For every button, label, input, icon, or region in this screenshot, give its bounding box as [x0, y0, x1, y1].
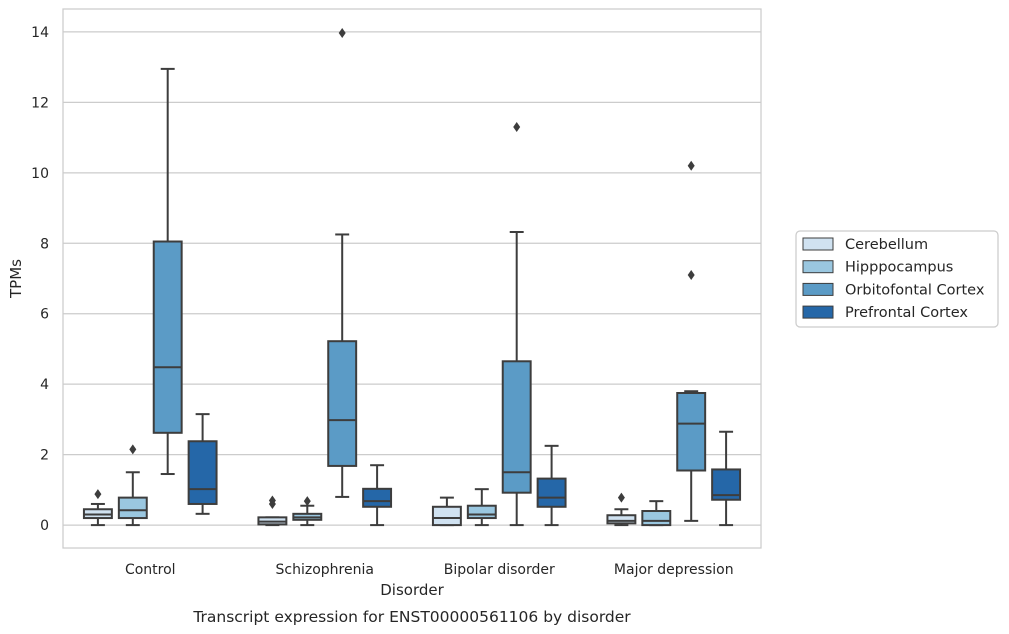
legend-swatch	[802, 237, 834, 251]
iqr-box	[431, 505, 462, 527]
box-orbitofontal-cortex	[327, 27, 358, 498]
box-hipppocampus	[466, 488, 497, 527]
y-tick-label: 4	[40, 377, 49, 393]
plot-frame	[62, 8, 762, 549]
box-orbitofontal-cortex	[152, 67, 183, 476]
x-tick-label: Major depression	[614, 562, 734, 578]
x-tick-label: Schizophrenia	[276, 562, 374, 578]
box-series	[82, 27, 742, 527]
y-tick-label: 2	[40, 448, 49, 464]
outlier-point	[513, 122, 521, 133]
iqr-box	[606, 514, 637, 525]
box-hipppocampus	[292, 496, 323, 527]
y-tick-label: 8	[40, 236, 49, 252]
box-prefrontal-cortex	[187, 413, 218, 515]
outlier-point	[687, 160, 695, 171]
legend-entry-label: Cerebellum	[845, 237, 928, 253]
iqr-box	[187, 440, 218, 505]
legend-swatch	[802, 282, 834, 296]
iqr-box	[117, 496, 148, 520]
box-cerebellum	[431, 496, 462, 527]
box-cerebellum	[257, 495, 288, 527]
box-prefrontal-cortex	[362, 464, 393, 527]
outlier-point	[129, 444, 137, 455]
box-cerebellum	[606, 492, 637, 527]
y-tick-label: 12	[31, 95, 49, 111]
iqr-box	[676, 391, 707, 472]
legend-swatch	[802, 305, 834, 319]
x-tick-labels: Control Schizophrenia Bipolar disorder Majo…	[125, 562, 734, 578]
legend: Cerebellum Hipppocampus Orbitofontal Corte…	[795, 230, 999, 328]
y-tick-label: 6	[40, 307, 49, 323]
legend-swatch	[802, 260, 834, 274]
outlier-point	[94, 489, 102, 500]
iqr-box	[152, 240, 183, 434]
legend-entry-label: Prefrontal Cortex	[845, 305, 968, 321]
iqr-box	[362, 487, 393, 508]
box-cerebellum	[82, 489, 113, 527]
outlier-point	[268, 495, 276, 506]
y-tick-label: 14	[31, 25, 49, 41]
legend-entry-label: Hipppocampus	[845, 260, 953, 276]
box-orbitofontal-cortex	[676, 160, 707, 522]
box-prefrontal-cortex	[711, 430, 742, 527]
chart-caption: Transcript expression for ENST0000056110…	[192, 608, 631, 626]
box-prefrontal-cortex	[536, 444, 567, 527]
y-axis-label: TPMs	[7, 259, 25, 299]
legend-frame	[795, 230, 999, 328]
box-orbitofontal-cortex	[501, 122, 532, 527]
iqr-box	[501, 360, 532, 494]
legend-entry-label: Orbitofontal Cortex	[845, 282, 985, 298]
iqr-box	[327, 340, 358, 467]
iqr-box	[536, 477, 567, 508]
x-tick-label: Bipolar disorder	[444, 562, 555, 578]
box-hipppocampus	[641, 500, 672, 527]
box-hipppocampus	[117, 444, 148, 527]
outlier-point	[687, 269, 695, 280]
x-axis-label: Disorder	[380, 581, 444, 599]
outlier-point	[338, 27, 346, 38]
x-tick-label: Control	[125, 562, 176, 578]
iqr-box	[641, 510, 672, 527]
outlier-point	[303, 496, 311, 507]
y-tick-label: 10	[31, 166, 49, 182]
y-tick-label: 0	[40, 518, 49, 534]
y-tick-labels: 0 2 4 6 8 10 12 14	[31, 25, 49, 534]
outlier-point	[617, 492, 625, 503]
iqr-box	[466, 504, 497, 520]
